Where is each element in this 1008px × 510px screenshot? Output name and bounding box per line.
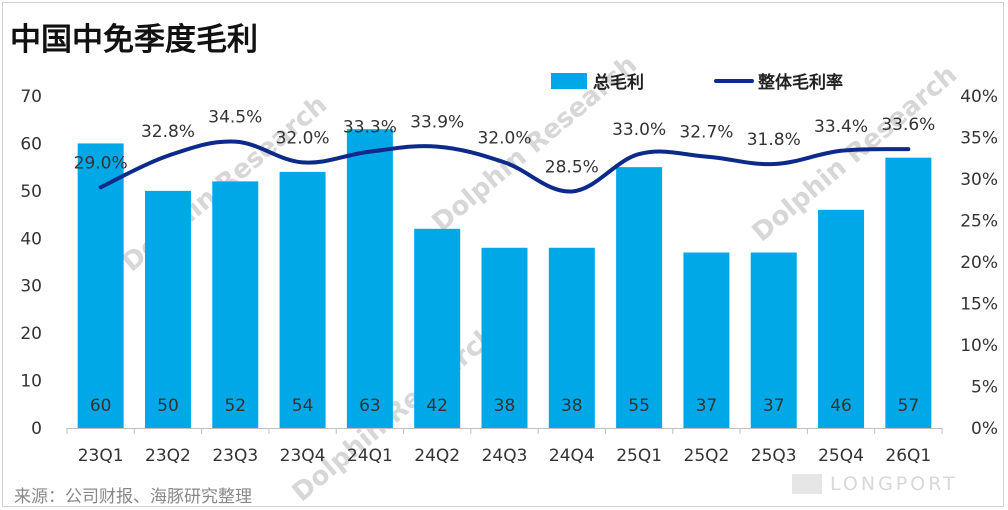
right-y-tick-label: 0%: [971, 419, 998, 439]
left-y-tick-label: 0: [31, 419, 42, 439]
bar-value-label: 37: [763, 396, 785, 416]
rate-value-label: 33.9%: [410, 113, 464, 133]
rate-value-label: 33.4%: [814, 117, 868, 137]
bar-value-label: 42: [426, 396, 448, 416]
bar: [885, 157, 932, 428]
bar: [481, 247, 528, 428]
rate-value-label: 34.5%: [208, 108, 262, 128]
right-y-tick-label: 10%: [960, 336, 998, 356]
bar: [346, 129, 393, 428]
left-y-tick-label: 50: [20, 182, 42, 202]
right-y-tick-label: 35%: [960, 129, 998, 149]
rate-value-label: 33.6%: [881, 115, 935, 135]
left-y-tick-label: 40: [20, 229, 42, 249]
x-tick-label: 26Q1: [885, 446, 931, 466]
bar-value-label: 54: [292, 396, 314, 416]
rate-value-label: 29.0%: [74, 153, 128, 173]
bar: [683, 252, 730, 428]
rate-value-label: 32.0%: [477, 128, 531, 148]
legend-bar-label: 总毛利: [593, 72, 644, 93]
bar-value-label: 55: [628, 396, 650, 416]
legend: 总毛利 整体毛利率: [551, 72, 843, 93]
rate-value-label: 28.5%: [545, 157, 599, 177]
left-y-tick-label: 60: [20, 134, 42, 154]
bar-value-label: 50: [157, 396, 179, 416]
right-y-tick-label: 25%: [960, 212, 998, 232]
x-tick-label: 25Q1: [616, 446, 662, 466]
bar-value-label: 63: [359, 396, 381, 416]
left-y-tick-label: 30: [20, 277, 42, 297]
x-axis: 23Q1 23Q2 23Q3 23Q4 24Q1 24Q2 24Q3 24Q4 25Q1 25Q2…: [66, 428, 943, 466]
source-note: 来源：公司财报、海豚研究整理: [14, 487, 252, 507]
rate-value-label: 32.7%: [679, 123, 733, 143]
legend-bar-swatch: [551, 73, 587, 89]
x-tick-label: 24Q2: [414, 446, 460, 466]
left-y-axis: 0 10 20 30 40 50 60 70: [20, 87, 42, 439]
bar-series: 60 50 52 54 63 42 38 38 55 37 37 46 57: [77, 129, 932, 428]
rate-value-label: 31.8%: [747, 130, 801, 150]
x-tick-label: 25Q3: [751, 446, 797, 466]
bar: [548, 247, 595, 428]
x-tick-label: 24Q4: [549, 446, 595, 466]
rate-value-label: 32.8%: [141, 122, 195, 142]
brand-name: LONGPORT: [830, 473, 958, 495]
bar-value-label: 57: [898, 396, 920, 416]
brand-logo: LONGPORT: [792, 470, 992, 498]
rate-value-label: 33.3%: [343, 118, 397, 138]
bar: [414, 228, 461, 428]
bar-value-label: 52: [224, 396, 246, 416]
x-tick-label: 24Q1: [347, 446, 393, 466]
rate-value-label: 32.0%: [276, 128, 330, 148]
bar: [616, 167, 663, 428]
bar: [750, 252, 797, 428]
x-tick-label: 23Q3: [212, 446, 258, 466]
left-y-tick-label: 20: [20, 324, 42, 344]
x-tick-label: 24Q3: [482, 446, 528, 466]
bar-value-label: 38: [561, 396, 583, 416]
right-y-axis: 0% 5% 10% 15% 20% 25% 30% 35% 40%: [960, 87, 998, 439]
x-tick-label: 23Q1: [78, 446, 124, 466]
x-tick-label: 23Q4: [280, 446, 326, 466]
left-y-tick-label: 10: [20, 372, 42, 392]
legend-line-label: 整体毛利率: [758, 72, 843, 93]
bar-value-label: 38: [494, 396, 516, 416]
bar: [77, 143, 124, 428]
left-y-tick-label: 70: [20, 87, 42, 107]
bar: [818, 209, 865, 428]
brand-mark-icon: [792, 474, 822, 494]
bar: [144, 190, 191, 428]
x-tick-label: 25Q4: [818, 446, 864, 466]
line-series: 29.0% 32.8% 34.5% 32.0% 33.3% 33.9% 32.0% 28.5%…: [74, 108, 935, 194]
right-y-tick-label: 40%: [960, 87, 998, 107]
bar-value-label: 37: [696, 396, 718, 416]
chart-title: 中国中免季度毛利: [10, 22, 258, 58]
right-y-tick-label: 15%: [960, 295, 998, 315]
bar: [279, 171, 326, 428]
x-tick-label: 23Q2: [145, 446, 191, 466]
bar-value-label: 46: [830, 396, 852, 416]
right-y-tick-label: 5%: [971, 378, 998, 398]
rate-value-label: 33.0%: [612, 120, 666, 140]
bar: [212, 181, 259, 428]
bar-value-label: 60: [90, 396, 112, 416]
right-y-tick-label: 20%: [960, 253, 998, 273]
x-tick-label: 25Q2: [684, 446, 730, 466]
right-y-tick-label: 30%: [960, 170, 998, 190]
